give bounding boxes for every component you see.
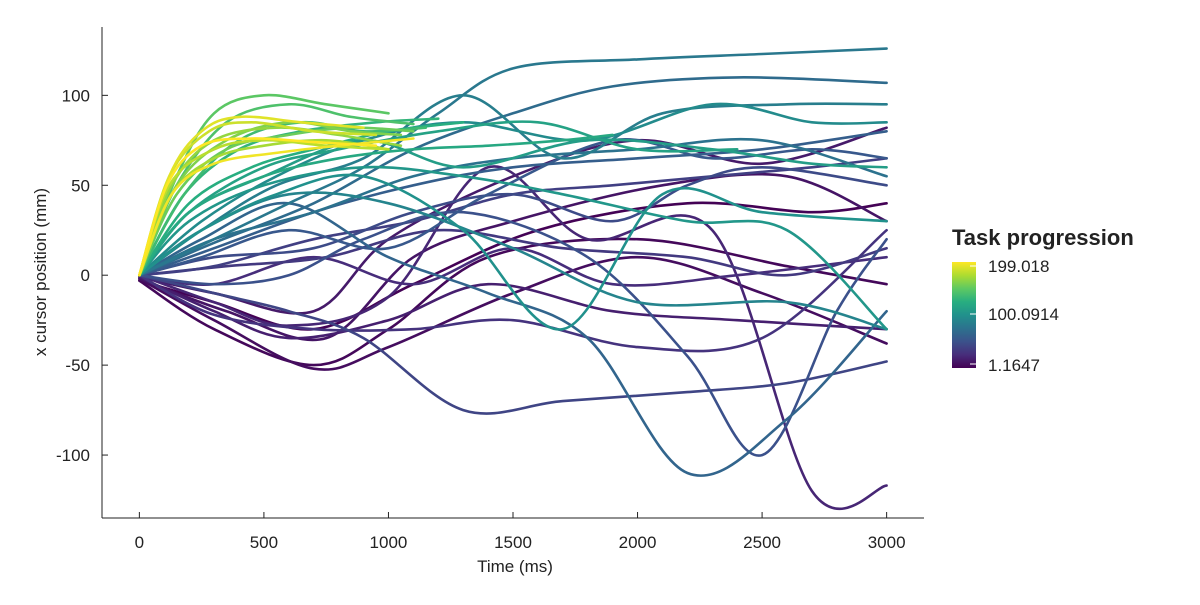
series-line-24 (138, 165, 888, 331)
series-line-4 (138, 126, 888, 315)
y-tick-label: 100 (62, 86, 90, 105)
colorbar-label-max: 199.018 (988, 257, 1049, 276)
colorbar-label-min: 1.1647 (988, 356, 1040, 375)
series-line-18 (138, 137, 888, 277)
x-tick-label: 0 (135, 533, 144, 552)
y-tick-label: -100 (56, 446, 90, 465)
series-line-9 (138, 228, 888, 277)
y-axis-label: x cursor position (mm) (31, 188, 50, 356)
y-tick-label: -50 (65, 356, 90, 375)
series-line-19 (138, 47, 888, 277)
series-line-2 (138, 255, 888, 371)
series-line-12 (138, 166, 888, 277)
y-tick-label: 50 (71, 176, 90, 195)
x-tick-label: 1000 (370, 533, 408, 552)
series-layer (138, 47, 888, 511)
series-line-35 (138, 126, 403, 277)
series-line-16 (138, 201, 888, 477)
axis-layer: 0 500 1000 1500 2000 2500 3000 -100 -50 0 50 100 (56, 86, 906, 552)
series-line-0 (138, 201, 888, 331)
x-tick-label: 500 (250, 533, 278, 552)
series-line-15 (138, 130, 888, 277)
series-line-22 (138, 102, 888, 277)
series-line-13 (138, 210, 888, 457)
x-tick-label: 1500 (494, 533, 532, 552)
colorbar-label-mid: 100.0914 (988, 305, 1059, 324)
colorbar-title: Task progression (952, 225, 1134, 250)
series-line-1 (138, 237, 888, 367)
colorbar: Task progression 199.018 100.0914 1.1647 (952, 225, 1134, 375)
y-tick-label: 0 (81, 266, 90, 285)
series-line-6 (138, 165, 888, 511)
x-tick-label: 3000 (868, 533, 906, 552)
x-tick-label: 2000 (619, 533, 657, 552)
series-line-23 (138, 173, 888, 331)
series-line-11 (138, 273, 888, 415)
x-axis-label: Time (ms) (477, 557, 553, 576)
series-line-27 (138, 133, 614, 277)
series-line-14 (138, 138, 888, 277)
series-line-5 (138, 275, 888, 340)
x-tick-label: 2500 (743, 533, 781, 552)
series-line-8 (138, 228, 888, 353)
series-line-41 (138, 137, 378, 277)
colorbar-gradient (952, 262, 976, 368)
